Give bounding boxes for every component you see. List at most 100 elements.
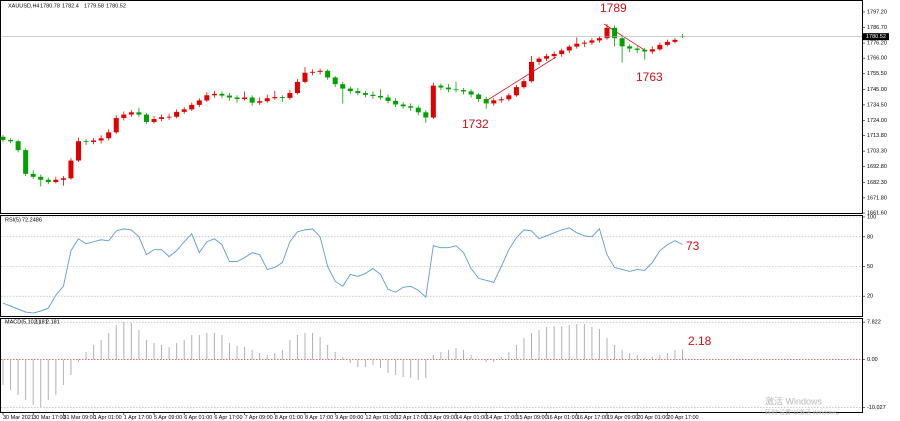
rsi-line (2, 227, 683, 314)
candle-body (113, 117, 119, 133)
y-tick-label: -10.027 (867, 405, 886, 411)
candle-body (45, 179, 51, 183)
candle-body (189, 104, 195, 110)
candle-body (559, 50, 565, 55)
y-tick-label: 100 (867, 214, 876, 220)
candle-body (513, 87, 519, 96)
candle-body (249, 97, 255, 103)
annotation: 2.18 (688, 334, 712, 348)
candle-body (347, 88, 353, 92)
y-tick-label: 1692.80 (867, 164, 887, 170)
candle-body (566, 46, 572, 51)
x-tick-label: 19 Apr 09:00 (607, 415, 638, 421)
candle-body (257, 101, 263, 103)
y-tick-label: 20 (867, 294, 873, 300)
x-tick-label: 14 Apr 01:00 (456, 415, 487, 421)
candle-body (98, 138, 104, 141)
candle-body (76, 141, 81, 161)
candle-body (68, 160, 74, 179)
candle-body (362, 93, 368, 95)
candle-body (0, 136, 6, 141)
candle-body (8, 140, 14, 142)
candle-body (612, 27, 618, 39)
y-tick-label: 7.822 (867, 320, 881, 326)
indicator-value: 2.181 (46, 319, 60, 325)
candle-body (589, 40, 595, 43)
candle-body (287, 93, 293, 98)
candle-body (536, 58, 542, 62)
x-tick-label: 15 Apr 09:00 (516, 415, 547, 421)
candle-body (596, 38, 602, 41)
candle-body (672, 39, 678, 42)
candle-body (143, 114, 149, 122)
candle-body (121, 114, 127, 118)
candle-body (23, 150, 29, 174)
header-value: 1780.52 (106, 3, 126, 9)
x-tick-label: 9 Apr 09:00 (335, 415, 363, 421)
candle-body (128, 112, 134, 115)
y-tick-label: 1682.30 (867, 180, 887, 186)
indicator-value: 2.181 (34, 319, 48, 325)
main-panel (0, 0, 863, 214)
x-tick-label: 8 Apr 01:00 (275, 415, 303, 421)
candle-body (151, 118, 157, 122)
candle-body (53, 179, 59, 183)
candle-body (302, 72, 308, 82)
candle-body (498, 99, 504, 101)
candle-body (181, 109, 187, 112)
candle-body (385, 97, 391, 101)
candle-body (136, 112, 142, 115)
x-tick-label: 12 Apr 01:00 (365, 415, 396, 421)
x-tick-label: 7 Apr 09:00 (245, 415, 273, 421)
annotation: 1763 (636, 70, 663, 84)
watermark: 激活 Windows (765, 395, 823, 406)
candle-body (317, 70, 323, 72)
candle-body (279, 97, 285, 98)
indicator-value: 72.2486 (22, 217, 42, 223)
y-tick-label: 1734.50 (867, 102, 887, 108)
candle-body (657, 44, 663, 50)
candle-body (38, 176, 44, 180)
candle-body (468, 91, 474, 95)
candle-body (604, 27, 610, 39)
x-tick-label: 16 Apr 01:00 (547, 415, 578, 421)
header: XAUUSD,H4 (8, 3, 39, 9)
x-tick-label: 20 Apr 17:00 (667, 415, 698, 421)
annotation: 1732 (462, 117, 489, 131)
candle-body (423, 112, 429, 118)
candle-body (211, 93, 217, 96)
x-tick-label: 1 Apr 01:00 (94, 415, 122, 421)
x-tick-label: 5 Apr 09:00 (154, 415, 182, 421)
annotation: 73 (686, 239, 700, 253)
candle-body (83, 141, 89, 143)
candle-body (634, 48, 640, 50)
candle-body (106, 132, 112, 139)
candle-body (506, 95, 512, 100)
candle-body (378, 96, 383, 98)
candle-body (242, 97, 248, 99)
candle-body (664, 41, 670, 45)
x-tick-label: 1 Apr 17:00 (124, 415, 152, 421)
symbol: XAUUSD,H4 (8, 3, 39, 9)
zigzag (485, 56, 557, 102)
candle-body (196, 100, 202, 105)
candle-body (408, 106, 414, 108)
candle-body (174, 111, 180, 117)
y-tick-label: 50 (867, 264, 873, 270)
rsi-panel (0, 215, 863, 317)
candle-body (60, 178, 66, 180)
candle-body (325, 70, 331, 78)
y-tick-label: 80 (867, 234, 873, 240)
candle-body (400, 104, 406, 107)
candle-body (204, 95, 210, 101)
candle-body (430, 85, 436, 118)
candle-body (91, 140, 97, 142)
candle-body (483, 98, 489, 104)
y-tick-label: 1724.00 (867, 118, 887, 124)
candle-body (529, 61, 534, 82)
annotation: 1789 (600, 1, 627, 15)
candle-body (332, 77, 338, 85)
candle-body (619, 38, 625, 47)
candle-body (476, 94, 482, 99)
y-tick-label: 1661.60 (867, 210, 887, 216)
